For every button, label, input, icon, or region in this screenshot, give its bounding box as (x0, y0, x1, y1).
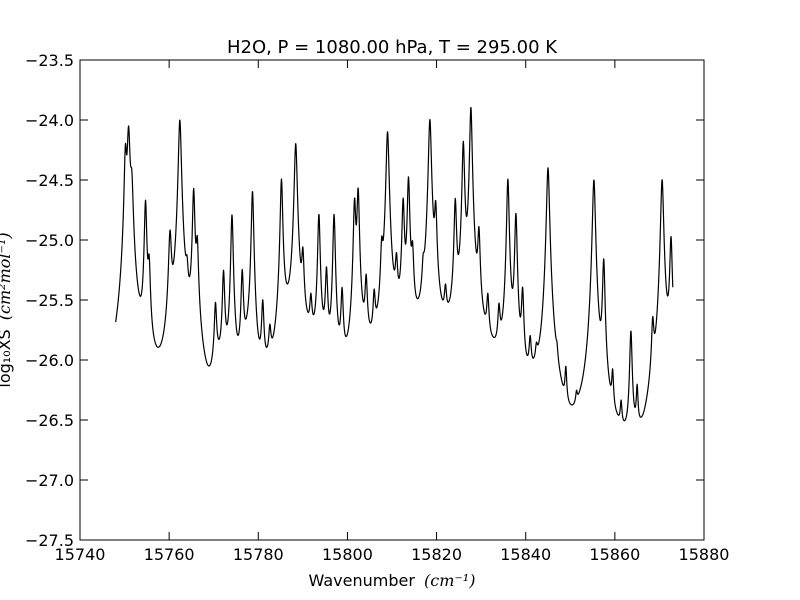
y-axis-ticks (80, 59, 704, 541)
y-tick-label: −26.0 (25, 351, 74, 370)
y-tick-label: −27.5 (25, 531, 74, 550)
y-tick-label: −25.0 (25, 231, 74, 250)
chart-title: H2O, P = 1080.00 hPa, T = 295.00 K (227, 37, 558, 58)
x-tick-label: 15820 (411, 545, 462, 564)
y-tick-label: −24.0 (25, 111, 74, 130)
x-axis-label-unit: (cm⁻¹) (424, 571, 475, 590)
x-axis-tick-labels: 15740 15760 15780 15800 15820 15840 15860 15880 (55, 545, 730, 564)
cross-section-line (115, 106, 674, 422)
x-axis-label: Wavenumber (cm⁻¹) (309, 571, 476, 590)
x-axis-ticks (79, 60, 705, 540)
x-tick-label: 15780 (233, 545, 284, 564)
x-axis-label-text: Wavenumber (309, 571, 416, 590)
y-tick-label: −26.5 (25, 411, 74, 430)
y-tick-label: −24.5 (25, 171, 74, 190)
plot-frame (79, 59, 705, 541)
x-tick-label: 15840 (500, 545, 551, 564)
y-axis-label: log₁₀XS (cm²mol⁻¹) (0, 232, 14, 387)
y-axis-label-text: log₁₀XS (0, 329, 14, 387)
y-axis-tick-labels: −23.5 −24.0 −24.5 −25.0 −25.5 −26.0 −26.5 −27.0… (25, 51, 74, 550)
y-tick-label: −27.0 (25, 471, 74, 490)
y-tick-label: −25.5 (25, 291, 74, 310)
y-axis-label-unit: (cm²mol⁻¹) (0, 232, 14, 320)
y-tick-label: −23.5 (25, 51, 74, 70)
x-tick-label: 15740 (55, 545, 106, 564)
x-tick-label: 15800 (322, 545, 373, 564)
x-tick-label: 15880 (679, 545, 730, 564)
x-tick-label: 15860 (589, 545, 640, 564)
x-tick-label: 15760 (144, 545, 195, 564)
